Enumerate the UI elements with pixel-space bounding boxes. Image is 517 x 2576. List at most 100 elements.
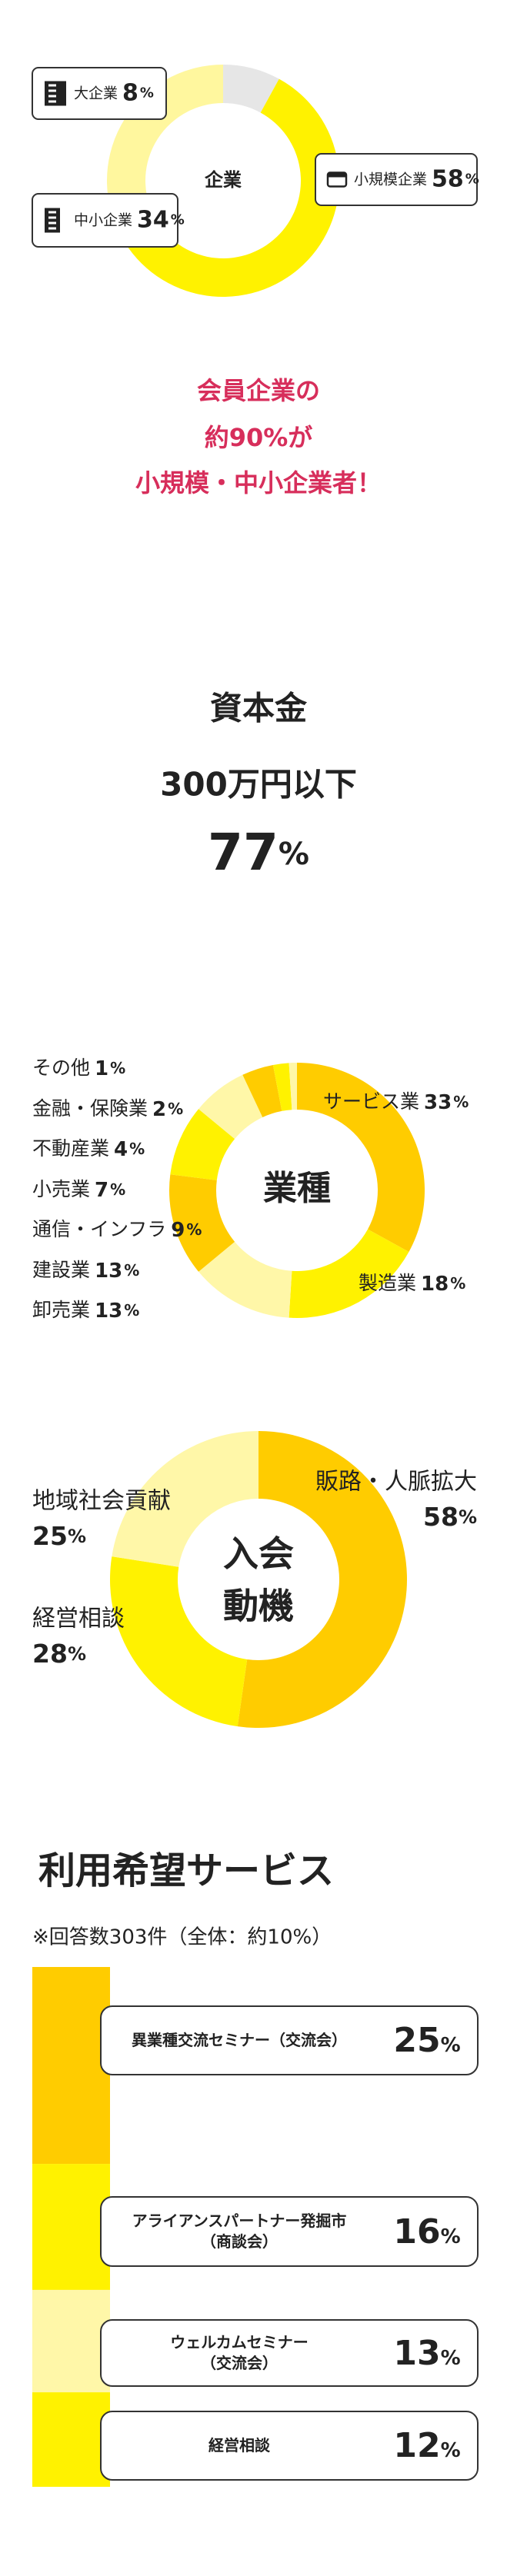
slice-name: 小売業 bbox=[32, 1178, 90, 1200]
bar-segment bbox=[32, 2289, 110, 2393]
donut-slice bbox=[297, 1063, 425, 1252]
headline: 小規模・中小企業者！ bbox=[135, 468, 382, 498]
service-value: 12% bbox=[377, 2426, 477, 2465]
bar-segment bbox=[32, 2392, 110, 2487]
icon bbox=[45, 208, 60, 233]
icon-window bbox=[48, 211, 56, 214]
donut-slice bbox=[198, 1241, 292, 1318]
value-unit: % bbox=[124, 1301, 139, 1320]
icon bbox=[328, 172, 346, 178]
donut-slice bbox=[198, 1074, 263, 1140]
slice-name: 卸売業 bbox=[32, 1299, 90, 1321]
slice-label: 大企業 8% bbox=[74, 79, 154, 106]
value-unit: % bbox=[440, 2346, 461, 2370]
value-unit: % bbox=[440, 2034, 461, 2057]
center-label: 入会 bbox=[223, 1533, 294, 1575]
slice-label: 製造業 18% bbox=[359, 1272, 465, 1296]
slice-label: サービス業 33% bbox=[323, 1090, 469, 1114]
slice-name: 地域社会貢献 bbox=[32, 1488, 171, 1515]
service-card: ウェルカムセミナー （交流会） 13% bbox=[100, 2319, 479, 2387]
slice-label: 中小企業 34% bbox=[74, 206, 185, 233]
value-unit: % bbox=[129, 1140, 145, 1158]
donut-slice bbox=[223, 65, 279, 113]
slice-name: 経営相談 bbox=[32, 1606, 125, 1632]
slice-label: その他 1% bbox=[32, 1057, 125, 1080]
service-value: 25% bbox=[377, 2021, 477, 2060]
center-label: 動機 bbox=[223, 1586, 294, 1627]
slice-name: 建設業 bbox=[32, 1259, 90, 1281]
donut-slice bbox=[109, 1556, 248, 1727]
value-number: 4 bbox=[114, 1138, 128, 1161]
donut-slice bbox=[112, 1431, 258, 1567]
capital-line: 資本金 bbox=[210, 690, 308, 727]
value-number: 33 bbox=[424, 1091, 452, 1114]
icon-window bbox=[48, 95, 56, 98]
icon-window bbox=[48, 216, 56, 219]
capital-number: 77 bbox=[208, 823, 279, 882]
value-unit: % bbox=[465, 171, 479, 188]
slice-label: 通信・インフラ 9% bbox=[32, 1218, 202, 1242]
value-unit: % bbox=[140, 85, 154, 102]
slice-value: 25% bbox=[32, 1521, 86, 1551]
legend-box bbox=[32, 67, 167, 120]
value-unit: % bbox=[453, 1093, 469, 1111]
value-unit: % bbox=[450, 1274, 465, 1293]
value-number: 2 bbox=[152, 1098, 166, 1121]
value-number: 34 bbox=[137, 206, 169, 233]
slice-value: 28% bbox=[32, 1639, 86, 1669]
donut-slice bbox=[125, 78, 340, 298]
headline: 会員企業の bbox=[197, 376, 320, 405]
value-unit: % bbox=[110, 1059, 125, 1077]
slice-name: 不動産業 bbox=[32, 1137, 109, 1160]
service-name: ウェルカムセミナー （交流会） bbox=[170, 2333, 309, 2372]
value-unit: % bbox=[168, 1100, 183, 1118]
value-unit: % bbox=[186, 1220, 202, 1239]
slice-name: 金融・保険業 bbox=[32, 1097, 148, 1120]
value-number: 18 bbox=[421, 1273, 449, 1296]
donut-slice bbox=[168, 1174, 235, 1272]
value-unit: % bbox=[124, 1261, 139, 1280]
value-number: 28 bbox=[32, 1639, 68, 1669]
service-name: 経営相談 bbox=[208, 2436, 270, 2455]
icon-window bbox=[48, 84, 56, 87]
donut-slice bbox=[237, 1431, 407, 1728]
value-number: 13 bbox=[95, 1300, 122, 1323]
service-card: アライアンスパートナー発掘市 （商談会） 16% bbox=[100, 2196, 479, 2267]
slice-label: 小規模企業 58% bbox=[354, 165, 479, 192]
value-number: 16 bbox=[393, 2212, 441, 2252]
icon-window bbox=[48, 89, 56, 92]
slice-name: サービス業 bbox=[323, 1090, 419, 1113]
legend-box bbox=[315, 153, 478, 206]
value-number: 58 bbox=[432, 165, 464, 192]
chart-subtitle: ※回答数303件（全体：約10%） bbox=[32, 1926, 332, 1949]
value-number: 25 bbox=[32, 1521, 68, 1551]
value-unit: % bbox=[171, 212, 185, 228]
headline: 約90%が bbox=[205, 423, 313, 452]
center-label: 企業 bbox=[205, 169, 242, 191]
center-label: 業種 bbox=[263, 1169, 331, 1208]
value-number: 58 bbox=[423, 1502, 459, 1532]
slice-name: 通信・インフラ bbox=[32, 1218, 166, 1240]
slice-label: 金融・保険業 2% bbox=[32, 1097, 183, 1121]
capital-line: 300万円以下 bbox=[160, 766, 357, 804]
slice-name: 小規模企業 bbox=[354, 171, 427, 188]
value-number: 12 bbox=[393, 2426, 441, 2465]
value-number: 13 bbox=[393, 2333, 441, 2373]
value-unit: % bbox=[440, 2439, 461, 2462]
donut-slice bbox=[170, 1109, 235, 1180]
slice-label: 不動産業 4% bbox=[32, 1137, 145, 1161]
value-unit: % bbox=[68, 1643, 86, 1665]
donut-slice bbox=[289, 1063, 297, 1110]
icon-window bbox=[48, 100, 56, 103]
icon-window bbox=[48, 221, 56, 225]
service-value: 13% bbox=[377, 2334, 477, 2373]
service-name: アライアンスパートナー発掘市 （商談会） bbox=[132, 2212, 347, 2251]
value-number: 8 bbox=[122, 79, 138, 106]
capital-unit: % bbox=[279, 837, 309, 872]
slice-value: 58% bbox=[423, 1502, 477, 1532]
value-number: 25 bbox=[393, 2021, 441, 2060]
slice-label: 卸売業 13% bbox=[32, 1299, 139, 1323]
value-unit: % bbox=[68, 1526, 86, 1547]
